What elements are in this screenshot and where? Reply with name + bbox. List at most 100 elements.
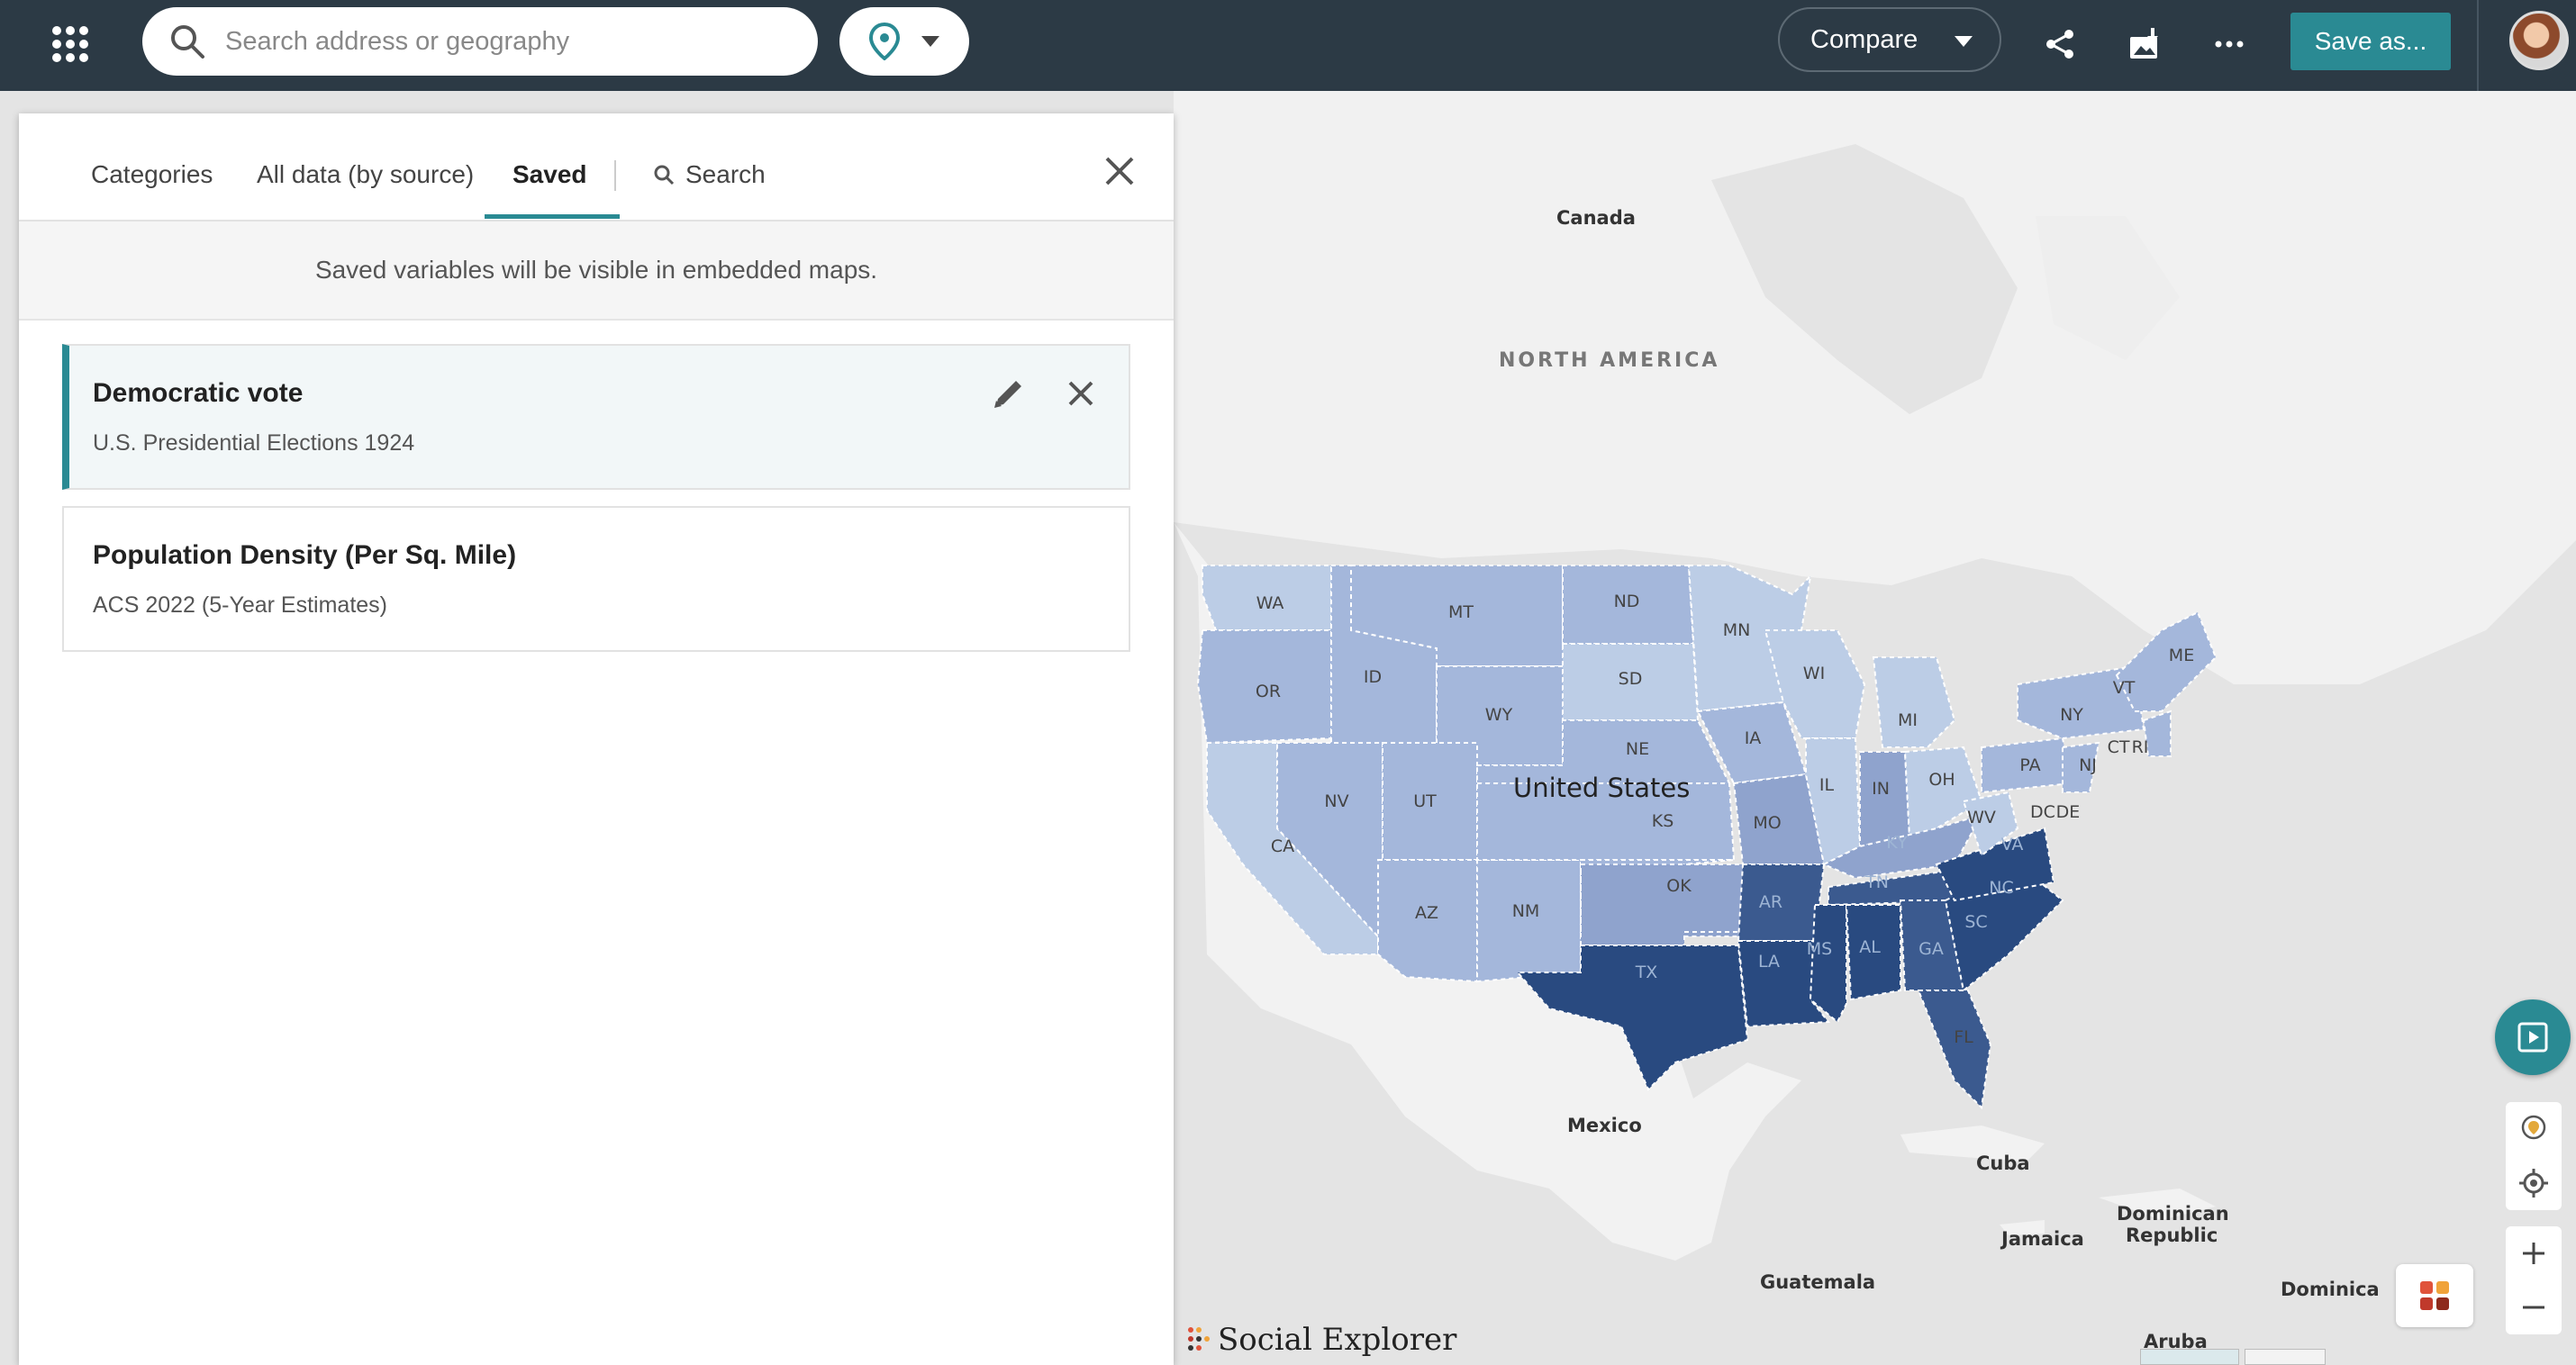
place-marker-icon[interactable] — [2518, 1102, 2549, 1156]
state-label: NE — [1625, 739, 1650, 759]
label-guatemala: Guatemala — [1760, 1271, 1876, 1293]
search-bar[interactable] — [142, 7, 818, 76]
state-label: AZ — [1414, 903, 1439, 923]
search-icon — [654, 165, 675, 185]
save-as-button[interactable]: Save as... — [2290, 13, 2451, 70]
state-label: WV — [1967, 808, 1996, 827]
location-dropdown-button[interactable] — [839, 7, 969, 76]
variable-source: U.S. Presidential Elections 1924 — [93, 430, 415, 456]
state-label: NC — [1989, 878, 2014, 898]
search-input[interactable] — [225, 26, 766, 57]
data-browser-panel: Categories All data (by source) Saved Se… — [19, 113, 1174, 1365]
tab-categories[interactable]: Categories — [91, 160, 213, 188]
state-label: TN — [1865, 872, 1889, 892]
label-cuba: Cuba — [1976, 1153, 2030, 1174]
state-label: OH — [1928, 770, 1955, 790]
state-label: WA — [1256, 593, 1284, 613]
saved-notice: Saved variables will be visible in embed… — [19, 221, 1174, 321]
state-label: GA — [1918, 939, 1944, 959]
tab-divider — [614, 160, 616, 191]
apps-grid-icon[interactable] — [49, 23, 92, 66]
state-label: MS — [1806, 939, 1833, 959]
state-label: MN — [1722, 620, 1751, 640]
label-united-states: United States — [1513, 773, 1691, 803]
label-jamaica: Jamaica — [2001, 1228, 2084, 1250]
state-label: WI — [1802, 664, 1826, 683]
saved-variable-item[interactable]: Population Density (Per Sq. Mile) ACS 20… — [62, 506, 1130, 652]
label-dominican-1: Dominican — [2117, 1203, 2229, 1225]
tab-all-data[interactable]: All data (by source) — [257, 160, 475, 188]
saved-variable-item[interactable]: Democratic vote U.S. Presidential Electi… — [62, 344, 1130, 490]
tab-saved[interactable]: Saved — [512, 160, 587, 188]
bottom-toggle-click[interactable] — [2245, 1349, 2326, 1365]
state-label: AR — [1758, 892, 1783, 912]
export-image-icon[interactable] — [2122, 22, 2167, 67]
state-label: IA — [1744, 728, 1762, 748]
state-label: SC — [1964, 912, 1988, 932]
state-label: AL — [1859, 937, 1881, 957]
legend-icon — [2420, 1281, 2449, 1310]
edit-pencil-icon[interactable] — [986, 371, 1031, 416]
zoom-controls — [2506, 1226, 2562, 1334]
state-label: DE — [2055, 802, 2081, 822]
map-pin-icon — [868, 23, 901, 60]
state-label: IN — [1872, 779, 1890, 799]
state-label: PA — [2019, 755, 2041, 775]
state-label: NV — [1324, 791, 1349, 811]
zoom-in-icon[interactable] — [2521, 1226, 2546, 1280]
state-label: WY — [1484, 705, 1513, 725]
social-explorer-logo: Social Explorer — [1187, 1322, 1456, 1358]
state-label: NJ — [2079, 755, 2097, 775]
state-label: VA — [2000, 835, 2024, 854]
state-label: CT — [2107, 737, 2130, 757]
bottom-toggle-hover[interactable] — [2140, 1349, 2239, 1365]
variable-title: Democratic vote — [93, 378, 304, 408]
state-label: IL — [1819, 775, 1835, 795]
bottom-status-strip — [2140, 1349, 2576, 1365]
state-label: KS — [1651, 811, 1674, 831]
close-panel-icon[interactable] — [1100, 151, 1139, 191]
state-label: NM — [1511, 901, 1540, 921]
search-icon — [171, 25, 204, 59]
top-toolbar: Compare Save as... — [0, 0, 2576, 91]
tab-search[interactable]: Search — [653, 160, 766, 189]
variable-source: ACS 2022 (5-Year Estimates) — [93, 592, 388, 618]
chevron-down-icon — [1955, 36, 1973, 47]
state-label: OR — [1255, 682, 1282, 701]
state-label: CA — [1270, 836, 1295, 856]
chevron-down-icon — [921, 36, 939, 47]
state-label: UT — [1413, 791, 1437, 811]
location-controls — [2506, 1102, 2562, 1210]
state-label: ID — [1363, 667, 1383, 687]
remove-variable-icon[interactable] — [1058, 371, 1103, 416]
active-tab-indicator — [485, 214, 620, 219]
state-label: MI — [1898, 710, 1918, 730]
more-options-icon[interactable] — [2207, 22, 2252, 67]
share-icon[interactable] — [2037, 22, 2082, 67]
panel-tabs: Categories All data (by source) Saved Se… — [19, 113, 1174, 221]
state-label: LA — [1757, 952, 1781, 972]
state-label: MO — [1753, 813, 1782, 833]
logo-text: Social Explorer — [1218, 1322, 1457, 1358]
label-canada: Canada — [1556, 207, 1636, 229]
state-label: FL — [1954, 1027, 1973, 1047]
logo-dots-icon — [1188, 1327, 1210, 1351]
label-dominican-2: Republic — [2126, 1225, 2218, 1246]
play-slide-icon — [2517, 1022, 2548, 1053]
state-label: VT — [2112, 678, 2136, 698]
my-location-icon[interactable] — [2518, 1156, 2549, 1210]
variable-title: Population Density (Per Sq. Mile) — [93, 540, 517, 570]
label-north-america: NORTH AMERICA — [1499, 349, 1720, 372]
compare-button[interactable]: Compare — [1778, 7, 2001, 72]
state-label: NY — [2060, 705, 2083, 725]
state-label: KY — [1886, 833, 1908, 853]
state-label: MT — [1448, 602, 1474, 622]
label-dominica: Dominica — [2281, 1279, 2380, 1300]
user-avatar[interactable] — [2509, 11, 2569, 70]
tab-search-label: Search — [685, 160, 766, 188]
zoom-out-icon[interactable] — [2521, 1280, 2546, 1334]
state-label: ME — [2168, 646, 2195, 665]
legend-toggle-button[interactable] — [2396, 1264, 2473, 1327]
presentation-mode-button[interactable] — [2495, 999, 2571, 1075]
toolbar-divider — [2477, 0, 2479, 91]
